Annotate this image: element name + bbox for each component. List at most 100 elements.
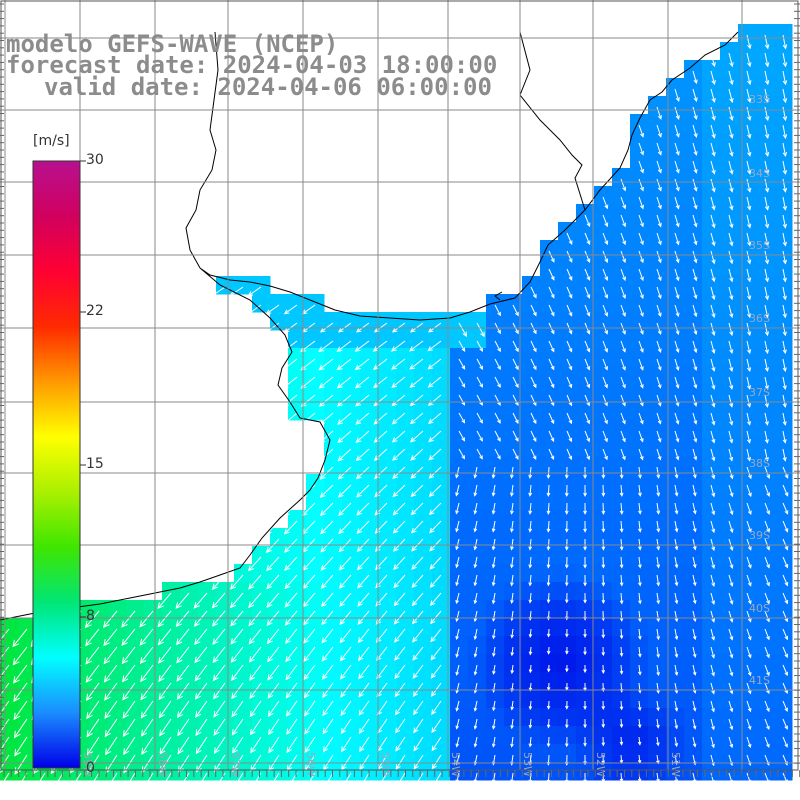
wind-arrow-head xyxy=(656,474,661,479)
wind-arrow-head xyxy=(550,401,555,407)
wind-arrow-head xyxy=(250,747,256,754)
wind-cell xyxy=(774,474,793,493)
wind-cell xyxy=(522,474,541,493)
wind-arrow xyxy=(710,142,715,156)
wind-cell xyxy=(486,708,505,727)
wind-arrow xyxy=(492,700,496,711)
wind-cell xyxy=(306,708,325,727)
wind-cell xyxy=(738,114,757,133)
wind-cell xyxy=(720,636,739,655)
wind-cell xyxy=(594,510,613,529)
wind-arrow xyxy=(413,736,424,751)
wind-arrow xyxy=(674,484,678,496)
wind-cell xyxy=(432,708,451,727)
wind-arrow xyxy=(746,376,751,389)
wind-cell xyxy=(360,690,379,709)
wind-cell xyxy=(0,618,19,637)
wind-arrow-head xyxy=(568,455,573,461)
wind-arrow-head xyxy=(411,618,418,625)
wind-cell xyxy=(324,564,343,583)
wind-arrow xyxy=(213,700,226,718)
wind-arrow xyxy=(320,556,334,571)
wind-arrow-head xyxy=(550,330,555,335)
wind-arrow-head xyxy=(586,455,590,461)
wind-arrow xyxy=(710,592,715,605)
wind-cell xyxy=(540,276,559,295)
wind-arrow xyxy=(529,502,532,514)
wind-arrow-head xyxy=(729,564,734,569)
wind-arrow xyxy=(764,304,769,318)
wind-cell xyxy=(270,636,289,655)
wind-arrow-head xyxy=(473,474,478,479)
wind-arrow xyxy=(728,322,733,336)
wind-cell xyxy=(756,42,775,61)
wind-arrow xyxy=(511,538,514,550)
wind-arrow-head xyxy=(586,384,591,389)
wind-cell xyxy=(684,168,703,187)
wind-arrow xyxy=(692,520,696,532)
wind-arrow-head xyxy=(729,349,734,355)
wind-arrow-head xyxy=(711,690,715,695)
wind-arrow xyxy=(428,376,442,388)
lon-label: 53W xyxy=(521,752,534,777)
wind-arrow-head xyxy=(510,779,514,784)
wind-arrow-head xyxy=(394,691,400,698)
wind-arrow xyxy=(455,484,460,496)
wind-arrow xyxy=(782,628,788,640)
wind-arrow-head xyxy=(568,383,573,389)
wind-cell xyxy=(576,474,595,493)
wind-arrow xyxy=(429,484,442,497)
wind-arrow xyxy=(638,376,644,388)
wind-arrow xyxy=(602,376,608,388)
wind-arrow xyxy=(620,574,623,586)
wind-arrow-head xyxy=(284,583,291,590)
wind-arrow-head xyxy=(285,710,292,717)
wind-cell xyxy=(414,744,433,763)
wind-arrow-head xyxy=(321,637,328,644)
wind-cell xyxy=(666,474,685,493)
wind-cell xyxy=(738,78,757,97)
wind-arrow-head xyxy=(639,348,644,353)
wind-arrow-head xyxy=(473,689,478,694)
wind-arrow-head xyxy=(747,151,752,157)
wind-arrow xyxy=(692,700,696,711)
wind-arrow-head xyxy=(546,650,551,655)
wind-arrow-head xyxy=(550,312,555,317)
wind-cell xyxy=(648,402,667,421)
wind-cell xyxy=(558,276,577,295)
wind-arrow-head xyxy=(656,636,660,641)
wind-cell xyxy=(594,744,613,763)
wind-cell xyxy=(522,600,541,619)
wind-cell xyxy=(432,636,451,655)
wind-cell xyxy=(666,528,685,547)
wind-arrow-head xyxy=(782,116,788,122)
wind-cell xyxy=(666,204,685,223)
wind-cell xyxy=(648,132,667,151)
wind-arrow xyxy=(321,592,334,607)
wind-arrow xyxy=(692,106,697,120)
wind-arrow-head xyxy=(121,638,128,646)
wind-cell xyxy=(540,708,559,727)
wind-arrow xyxy=(566,376,572,388)
wind-arrow xyxy=(305,772,316,789)
wind-arrow-head xyxy=(175,638,183,646)
wind-cell xyxy=(144,744,163,763)
wind-arrow xyxy=(429,556,442,570)
wind-arrow xyxy=(338,484,352,498)
wind-cell xyxy=(252,564,271,583)
wind-arrow-head xyxy=(764,98,770,104)
wind-arrow-head xyxy=(213,729,220,736)
wind-cell xyxy=(576,420,595,439)
wind-arrow xyxy=(638,304,644,317)
wind-cell xyxy=(666,78,685,97)
wind-cell xyxy=(324,726,343,745)
wind-arrow-head xyxy=(766,492,771,497)
wind-cell xyxy=(468,564,487,583)
wind-arrow-head xyxy=(782,62,788,68)
wind-arrow-head xyxy=(747,349,752,355)
wind-arrow xyxy=(268,700,280,717)
wind-arrow xyxy=(692,736,696,747)
wind-cell xyxy=(504,510,523,529)
wind-arrow-head xyxy=(766,546,770,551)
wind-arrow xyxy=(12,646,28,665)
